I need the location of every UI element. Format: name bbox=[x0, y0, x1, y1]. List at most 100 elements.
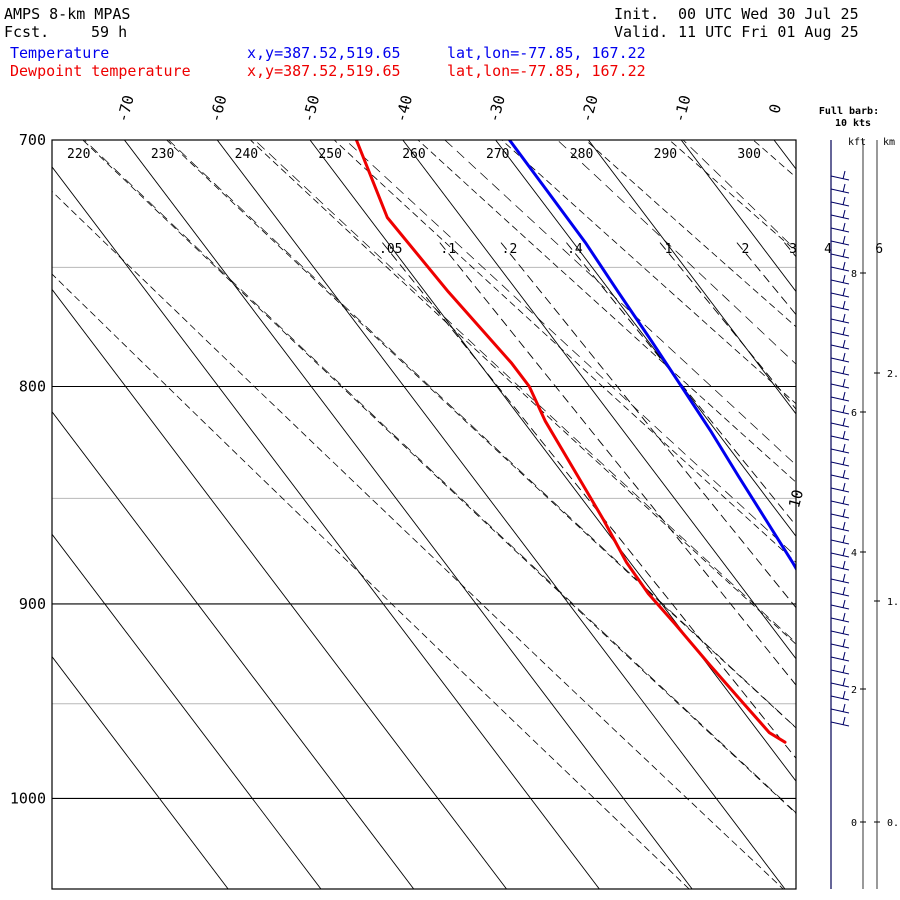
wind-barb-flag bbox=[842, 196, 846, 206]
wind-barb-flag bbox=[842, 222, 846, 232]
wind-barb-shaft bbox=[830, 617, 850, 623]
mixing-ratio-label-.2: .2 bbox=[502, 242, 518, 257]
wind-barb-flag bbox=[842, 235, 846, 245]
dry-adiabat-260 bbox=[417, 140, 796, 483]
wind-barb bbox=[830, 196, 850, 207]
wind-barb-flag bbox=[842, 599, 846, 609]
legend-dewpoint-xy: x,y=387.52,519.65 bbox=[247, 62, 401, 80]
dry-adiabat-label-250: 250 bbox=[318, 147, 341, 162]
temperature-trace bbox=[508, 140, 796, 572]
mixing-ratio-3 bbox=[784, 242, 796, 258]
wind-barb bbox=[830, 573, 850, 584]
isotherm--70 bbox=[124, 140, 693, 889]
wind-barb-shaft bbox=[830, 630, 850, 636]
mixing-ratio-label-2: 2 bbox=[741, 242, 749, 257]
mixing-ratio-label-.4: .4 bbox=[567, 242, 583, 257]
wind-barb-flag bbox=[842, 547, 846, 557]
model-title: AMPS 8-km MPAS bbox=[4, 5, 131, 23]
wind-barb-shaft bbox=[830, 370, 850, 376]
wind-barb-shaft bbox=[830, 188, 850, 194]
isotherm-10 bbox=[867, 140, 900, 889]
wind-barb-flag bbox=[842, 703, 846, 713]
wind-barb-shaft bbox=[830, 708, 850, 714]
wind-barb-flag bbox=[842, 287, 846, 297]
kft-tick-label-4: 4 bbox=[851, 548, 857, 559]
wind-barb-shaft bbox=[830, 604, 850, 610]
wind-barb bbox=[830, 599, 850, 610]
isotherm-label--30: -30 bbox=[485, 93, 509, 124]
wind-barb-flag bbox=[842, 391, 846, 401]
moist-adiabat--50 bbox=[83, 140, 796, 814]
wind-barb bbox=[830, 469, 850, 480]
dry-adiabat-280 bbox=[584, 140, 796, 328]
moist-adiabat--30 bbox=[254, 140, 796, 644]
wind-barb-flag bbox=[842, 404, 846, 414]
wind-barb-shaft bbox=[830, 240, 850, 246]
wind-barb-shaft bbox=[830, 227, 850, 233]
wind-barb-flag bbox=[842, 378, 846, 388]
wind-barb-shaft bbox=[830, 539, 850, 545]
kft-tick-label-0: 0 bbox=[851, 818, 857, 829]
wind-barb-flag bbox=[842, 664, 846, 674]
wind-barb bbox=[830, 690, 850, 701]
wind-barb-flag bbox=[842, 248, 846, 258]
wind-barb-flag bbox=[842, 716, 846, 726]
fcst-value: 59 h bbox=[91, 23, 128, 41]
wind-barb bbox=[830, 287, 850, 298]
dry-adiabat-210 bbox=[52, 190, 784, 889]
wind-barb bbox=[830, 404, 850, 415]
plot-frame bbox=[51, 139, 797, 890]
wind-barb-flag bbox=[842, 417, 846, 427]
kft-tick-label-2: 2 bbox=[851, 685, 857, 696]
dry-adiabat-250 bbox=[333, 140, 796, 563]
legend-temperature-latlon: lat,lon=-77.85, 167.22 bbox=[447, 44, 646, 62]
isotherm-label--20: -20 bbox=[577, 93, 601, 124]
moist-adiabat-0 bbox=[556, 140, 796, 365]
dry-adiabat-label-280: 280 bbox=[570, 147, 593, 162]
km-tick-label-0: 2. bbox=[887, 369, 899, 380]
wind-barb-shaft bbox=[830, 526, 850, 532]
dry-adiabat-label-240: 240 bbox=[235, 147, 258, 162]
wind-barb-shaft bbox=[830, 357, 850, 363]
dry-adiabat-label-260: 260 bbox=[402, 147, 425, 162]
wind-barb-flag bbox=[842, 443, 846, 453]
wind-barb-flag bbox=[842, 300, 846, 310]
wind-barb bbox=[830, 677, 850, 688]
wind-barb-flag bbox=[842, 612, 846, 622]
wind-barb-flag bbox=[842, 573, 846, 583]
mixing-ratio-.1 bbox=[439, 242, 796, 686]
mixing-ratio-2 bbox=[736, 242, 796, 316]
kft-tick-label-8: 8 bbox=[851, 269, 857, 280]
wind-unit-kft: kft bbox=[848, 137, 866, 148]
isotherm--30 bbox=[495, 140, 796, 538]
dry-adiabat-label-300: 300 bbox=[737, 147, 760, 162]
isobar-label-700: 700 bbox=[19, 131, 46, 149]
wind-barb-flag bbox=[842, 365, 846, 375]
mixing-ratio-label-6: 6 bbox=[875, 242, 883, 257]
init-label: Init. bbox=[614, 5, 660, 23]
wind-title-line1: Full barb: bbox=[819, 106, 879, 117]
dry-adiabat-label-290: 290 bbox=[654, 147, 677, 162]
dry-adiabat-200 bbox=[52, 273, 690, 889]
wind-barb-flag bbox=[842, 508, 846, 518]
wind-barb-shaft bbox=[830, 500, 850, 506]
isotherm-label--40: -40 bbox=[392, 93, 416, 124]
wind-barb bbox=[830, 521, 850, 532]
wind-barb-flag bbox=[842, 170, 846, 180]
mixing-ratio-6 bbox=[871, 243, 900, 900]
wind-barb-flag bbox=[842, 456, 846, 466]
dry-adiabat-220 bbox=[82, 140, 796, 815]
isotherm--120 bbox=[52, 655, 229, 889]
wind-barb bbox=[830, 170, 850, 181]
km-tick-label-1: 1. bbox=[887, 597, 899, 608]
wind-barb-shaft bbox=[830, 656, 850, 662]
dry-adiabat-label-230: 230 bbox=[151, 147, 174, 162]
isotherm--110 bbox=[52, 533, 322, 889]
dry-adiabat-310 bbox=[679, 3, 900, 900]
wind-barb-flag bbox=[842, 560, 846, 570]
dry-adiabat-270 bbox=[501, 140, 796, 405]
init-value: 00 UTC Wed 30 Jul 25 bbox=[678, 5, 859, 23]
isotherm--20 bbox=[588, 140, 796, 415]
wind-barb-shaft bbox=[830, 344, 850, 350]
wind-barb bbox=[830, 300, 850, 311]
